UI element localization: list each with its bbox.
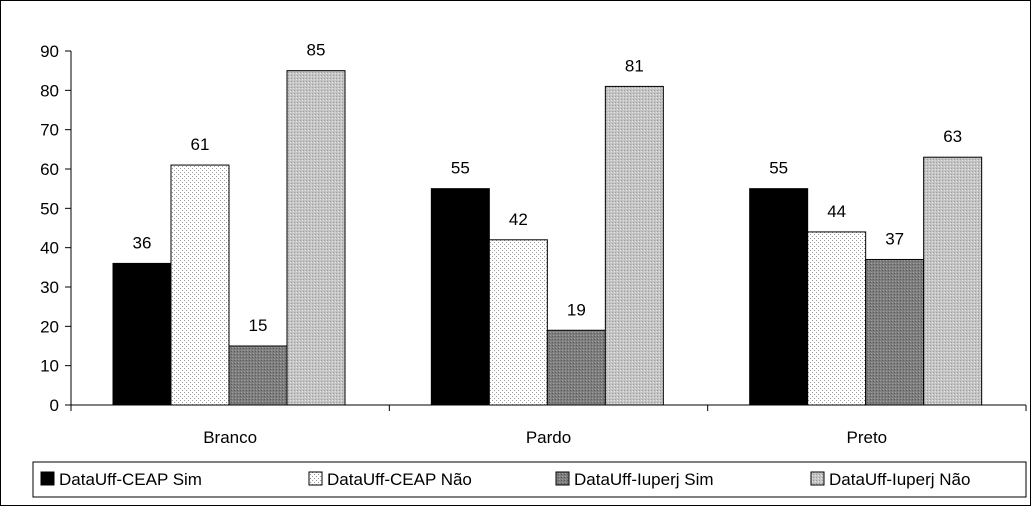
bar — [807, 231, 867, 406]
bar — [749, 188, 809, 406]
data-label: 81 — [625, 56, 644, 75]
legend: DataUff-CEAP Sim DataUff-CEAP Não DataUff-… — [32, 461, 1027, 498]
legend-label: DataUff-CEAP Sim — [59, 470, 202, 489]
bar — [228, 345, 288, 406]
data-label: 61 — [191, 135, 210, 154]
legend-label: DataUff-Iuperj Sim — [574, 470, 714, 489]
legend-swatch — [40, 471, 55, 486]
legend-label: DataUff-Iuperj Não — [829, 470, 970, 489]
bar — [430, 188, 490, 406]
x-tick-label: Branco — [203, 428, 257, 447]
bar — [286, 70, 346, 406]
data-label: 85 — [307, 41, 326, 60]
y-tick-label: 80 — [40, 81, 59, 100]
y-tick-label: 30 — [40, 278, 59, 297]
bar — [604, 85, 664, 406]
y-tick-label: 40 — [40, 239, 59, 258]
bar — [546, 329, 606, 406]
y-tick-label: 90 — [40, 42, 59, 61]
legend-box — [32, 461, 1027, 498]
data-label: 42 — [509, 210, 528, 229]
data-label: 44 — [827, 202, 846, 221]
bar — [865, 258, 925, 406]
x-tick-label: Pardo — [526, 428, 571, 447]
y-tick-label: 20 — [40, 317, 59, 336]
y-tick-label: 60 — [40, 160, 59, 179]
bars — [112, 70, 983, 406]
data-label: 19 — [567, 300, 586, 319]
y-tick-label: 10 — [40, 357, 59, 376]
legend-swatch — [810, 471, 825, 486]
data-label: 63 — [943, 127, 962, 146]
legend-label: DataUff-CEAP Não — [327, 470, 472, 489]
y-tick-label: 0 — [50, 396, 59, 415]
legend-swatch — [308, 471, 323, 486]
axes: 0 10 20 30 40 50 60 70 80 90 Branco Pardo Preto — [40, 42, 1027, 447]
legend-swatch — [555, 471, 570, 486]
bar — [112, 262, 172, 406]
x-tick-label: Preto — [847, 428, 888, 447]
bar — [170, 164, 230, 406]
y-tick-label: 70 — [40, 121, 59, 140]
data-labels: 36 55 55 61 42 44 15 19 37 85 81 63 — [133, 41, 963, 335]
data-label: 37 — [885, 229, 904, 248]
bar — [923, 156, 983, 406]
data-label: 36 — [133, 233, 152, 252]
data-label: 15 — [249, 316, 268, 335]
data-label: 55 — [769, 159, 788, 178]
data-label: 55 — [451, 159, 470, 178]
bar — [488, 239, 548, 406]
y-tick-label: 50 — [40, 199, 59, 218]
